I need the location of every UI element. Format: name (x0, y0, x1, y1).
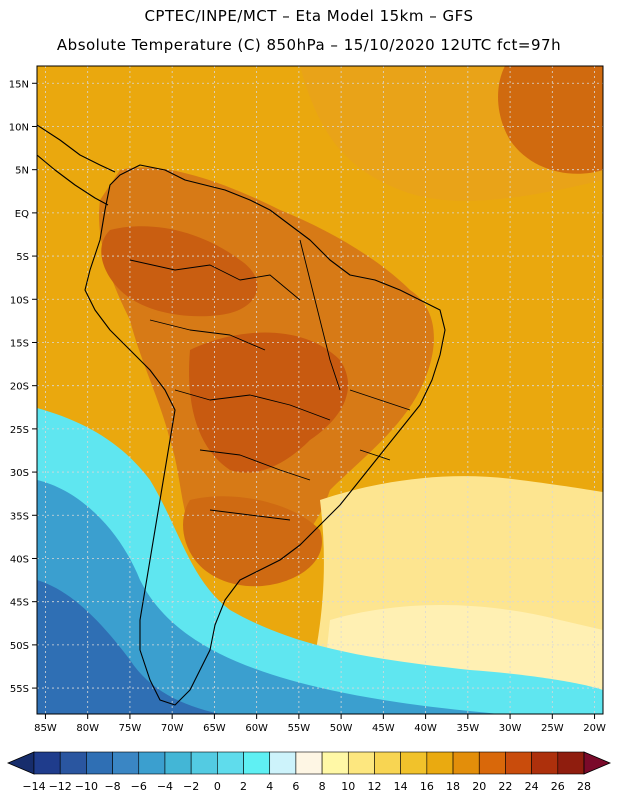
latitude-label: 30S (10, 468, 29, 479)
colorbar-segment (217, 751, 244, 775)
colorbar-label: −14 (22, 780, 45, 793)
coldest-ocean (37, 580, 220, 714)
colorbar-segment (321, 751, 349, 775)
longitude-label: 30W (499, 723, 522, 734)
longitude-label: 70W (161, 723, 184, 734)
map-frame (36, 65, 604, 715)
colorbar-segment (112, 751, 140, 775)
colorbar-label: 18 (446, 780, 460, 793)
latitude-label: 50S (10, 641, 29, 652)
colorbar-segment (269, 751, 297, 775)
latitude-label: 5N (15, 166, 29, 177)
colorbar-segment (426, 751, 454, 775)
colorbar-label: 2 (240, 780, 247, 793)
colorbar-label: −4 (157, 780, 173, 793)
colorbar-label: 4 (266, 780, 273, 793)
latitude-label: 15N (9, 79, 29, 90)
colorbar-label: −2 (183, 780, 199, 793)
longitude-label: 85W (34, 723, 57, 734)
longitude-label: 55W (288, 723, 311, 734)
coastlines (37, 124, 446, 706)
latitude-label: 15S (10, 338, 29, 349)
country-borders (129, 239, 411, 521)
latitude-axis: 15N 10N 5N EQ 5S 10S 15S 20S 25S 30S 35S 40S 45S 50S 5… (9, 79, 37, 695)
colorbar-segment (190, 751, 218, 775)
central-america-coastline (37, 124, 116, 206)
latitude-label: 25S (10, 425, 29, 436)
latitude-label: 10S (10, 295, 29, 306)
colorbar-segment (505, 751, 532, 775)
grid-lines (37, 66, 603, 714)
latitude-label: 10N (9, 122, 29, 133)
latitude-label: 45S (10, 598, 29, 609)
colorbar-label: 8 (319, 780, 326, 793)
map-title: CPTEC/INPE/MCT – Eta Model 15km – GFS (144, 7, 474, 25)
colorbar-label: 22 (498, 780, 512, 793)
longitude-label: 25W (541, 723, 564, 734)
longitude-label: 80W (76, 723, 99, 734)
colorbar-segment (400, 751, 428, 775)
colorbar-segment (452, 751, 480, 775)
colorbar-segment (295, 751, 323, 775)
colorbar-label: 24 (525, 780, 539, 793)
longitude-label: 60W (245, 723, 268, 734)
temperature-field (37, 66, 603, 714)
hot-south-lobe (183, 496, 322, 587)
colorbar-label: 14 (394, 780, 408, 793)
colorbar-label: −6 (131, 780, 147, 793)
colorbar-label: 6 (292, 780, 299, 793)
longitude-label: 45W (372, 723, 395, 734)
latitude-label: 40S (10, 554, 29, 565)
colorbar-label: −12 (49, 780, 72, 793)
colorbar-segment (138, 751, 166, 775)
colorbar: −14 −12 −10 −8 −6 −4 −2 0 2 4 6 8 10 12 14 16 18 20 22 24 26… (6, 751, 612, 793)
colorbar-segment (557, 751, 585, 775)
latitude-label: 20S (10, 382, 29, 393)
longitude-label: 40W (414, 723, 437, 734)
colorbar-label: 26 (551, 780, 565, 793)
latitude-label: 35S (10, 511, 29, 522)
colorbar-label: 0 (214, 780, 221, 793)
colorbar-segment (164, 751, 192, 775)
colorbar-segment (243, 751, 271, 775)
colorbar-label: 10 (341, 780, 355, 793)
colorbar-segment (33, 751, 61, 775)
very-hot-core (189, 332, 349, 473)
longitude-label: 35W (457, 723, 480, 734)
colorbar-under-arrow (6, 751, 35, 775)
longitude-label: 50W (330, 723, 353, 734)
colorbar-label: −10 (75, 780, 98, 793)
longitude-label: 75W (119, 723, 142, 734)
colorbar-label: 28 (577, 780, 591, 793)
colorbar-segment (59, 751, 87, 775)
longitude-axis: 85W 80W 75W 70W 65W 60W 55W 50W 45W 40W 35W 30W 25W 2… (34, 714, 606, 734)
very-hot-north (101, 226, 258, 317)
colorbar-label: 20 (472, 780, 486, 793)
colorbar-segment (347, 751, 375, 775)
map-subtitle: Absolute Temperature (C) 850hPa – 15/10/… (56, 36, 562, 54)
south-america-coastline (84, 164, 446, 706)
latitude-label: EQ (15, 209, 29, 220)
colorbar-label: −8 (104, 780, 120, 793)
latitude-label: 55S (10, 684, 29, 695)
colorbar-label: 16 (420, 780, 434, 793)
temperature-map: 15N 10N 5N EQ 5S 10S 15S 20S 25S 30S 35S 40S 45S 50S 5… (9, 65, 606, 734)
colorbar-label: 12 (367, 780, 381, 793)
very-cold-ocean (37, 480, 500, 714)
warm-northeast-blob (498, 66, 603, 174)
colorbar-segment (478, 751, 506, 775)
colorbar-segment (86, 751, 113, 775)
colorbar-segment (374, 751, 401, 775)
colorbar-over-arrow (583, 751, 612, 775)
longitude-label: 20W (583, 723, 606, 734)
latitude-label: 5S (16, 252, 29, 263)
longitude-label: 65W (203, 723, 226, 734)
colorbar-segment (531, 751, 559, 775)
